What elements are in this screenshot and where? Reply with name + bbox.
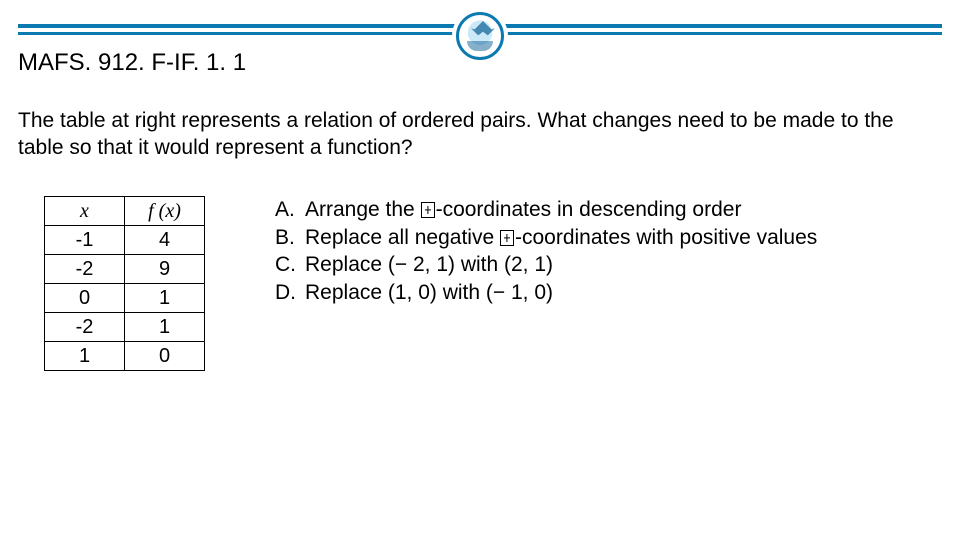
answer-text-pre: Arrange the <box>305 198 421 221</box>
answer-choice-b: B. Replace all negative -coordinates wit… <box>275 224 940 252</box>
table-row: 0 1 <box>45 284 205 313</box>
table-cell-fx: 4 <box>125 226 205 255</box>
table-cell-x: -1 <box>45 226 125 255</box>
answer-text: Replace all negative -coordinates with p… <box>305 224 817 252</box>
table-cell-fx: 9 <box>125 255 205 284</box>
ordered-pairs-table: x f (x) -1 4 -2 9 0 1 -2 1 1 0 <box>44 196 205 371</box>
table-cell-x: -2 <box>45 255 125 284</box>
answer-text-pre: Replace all negative <box>305 226 500 249</box>
answer-text: Arrange the -coordinates in descending o… <box>305 196 741 224</box>
missing-glyph-icon <box>421 202 435 218</box>
table-header-row: x f (x) <box>45 197 205 226</box>
answer-letter: A. <box>275 196 299 224</box>
answer-choice-c: C. Replace (− 2, 1) with (2, 1) <box>275 251 940 279</box>
answer-text: Replace (− 2, 1) with (2, 1) <box>305 251 553 279</box>
header-logo-wrap <box>452 8 508 64</box>
answer-letter: D. <box>275 279 299 307</box>
page-title: MAFS. 912. F-IF. 1. 1 <box>18 49 246 77</box>
table-cell-x: 0 <box>45 284 125 313</box>
header-bar <box>18 24 942 38</box>
school-logo-icon <box>456 12 504 60</box>
table-cell-fx: 0 <box>125 342 205 371</box>
answer-letter: B. <box>275 224 299 252</box>
answer-text-post: -coordinates in descending order <box>436 198 742 221</box>
table-row: -1 4 <box>45 226 205 255</box>
table-cell-fx: 1 <box>125 284 205 313</box>
missing-glyph-icon <box>500 230 514 246</box>
table-row: -2 1 <box>45 313 205 342</box>
table-row: 1 0 <box>45 342 205 371</box>
table-header-fx: f (x) <box>125 197 205 226</box>
table-cell-fx: 1 <box>125 313 205 342</box>
answer-text: Replace (1, 0) with (− 1, 0) <box>305 279 553 307</box>
table-row: -2 9 <box>45 255 205 284</box>
table-cell-x: 1 <box>45 342 125 371</box>
answer-text-post: -coordinates with positive values <box>515 226 817 249</box>
answer-choice-d: D. Replace (1, 0) with (− 1, 0) <box>275 279 940 307</box>
content-row: x f (x) -1 4 -2 9 0 1 -2 1 1 0 <box>44 196 940 371</box>
answer-letter: C. <box>275 251 299 279</box>
answer-choice-a: A. Arrange the -coordinates in descendin… <box>275 196 940 224</box>
table-header-x: x <box>45 197 125 226</box>
table-cell-x: -2 <box>45 313 125 342</box>
answer-choices: A. Arrange the -coordinates in descendin… <box>275 196 940 307</box>
question-text: The table at right represents a relation… <box>18 108 930 162</box>
